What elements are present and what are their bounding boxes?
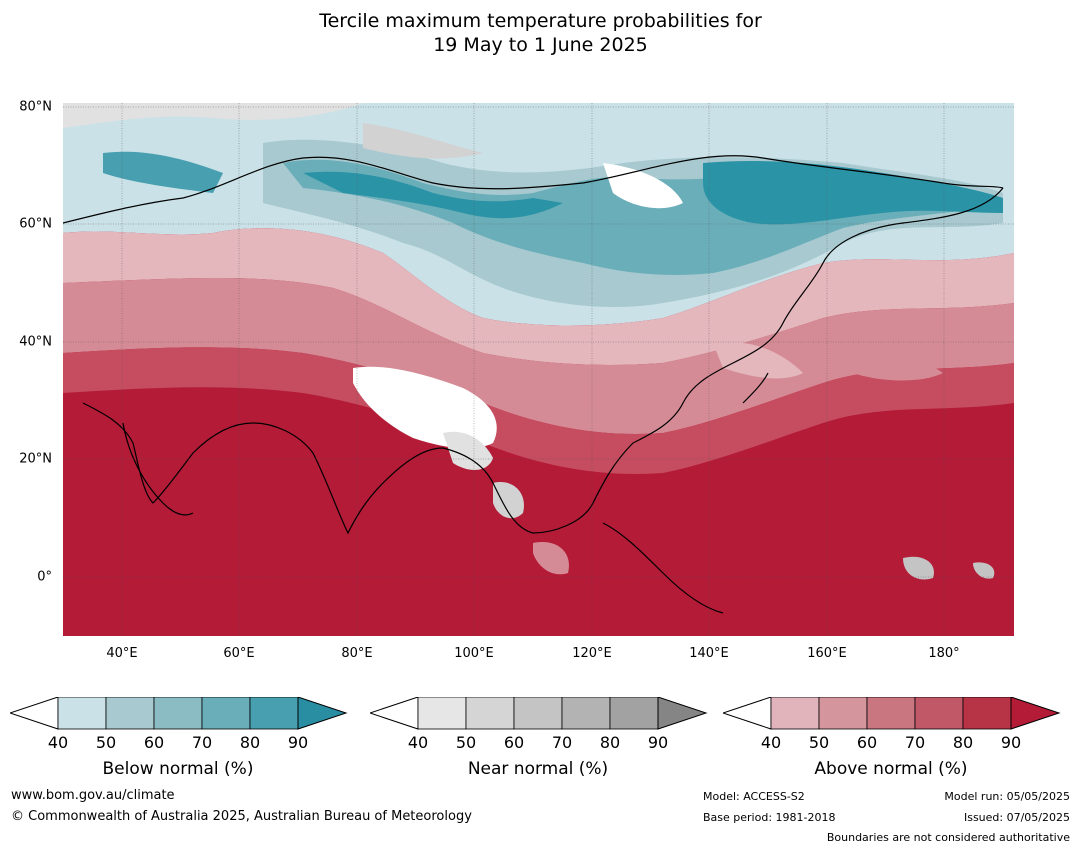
website-link[interactable]: www.bom.gov.au/climate	[11, 788, 175, 803]
probability-map	[63, 103, 1014, 636]
issued-text: Issued: 07/05/2025	[963, 811, 1070, 824]
map-title: Tercile maximum temperature probabilitie…	[0, 9, 1081, 57]
above-normal-low-arrow	[723, 697, 772, 730]
above-colorbar-tick: 50	[808, 733, 830, 752]
above-normal-colorbar	[723, 697, 1061, 730]
title-line-1: Tercile maximum temperature probabilitie…	[319, 10, 762, 32]
above-colorbar-cell	[770, 697, 820, 730]
lon-label-40e: 40°E	[106, 646, 138, 661]
below-colorbar-tick: 50	[95, 733, 117, 752]
near-colorbar-tick: 40	[407, 733, 429, 752]
below-colorbar-tick: 80	[239, 733, 261, 752]
below-colorbar-tick: 60	[143, 733, 165, 752]
above-colorbar-cell	[914, 697, 964, 730]
near-colorbar-cell	[513, 697, 563, 730]
below-normal-high-arrow	[297, 697, 348, 730]
near-colorbar-cell	[417, 697, 467, 730]
lon-label-80e: 80°E	[341, 646, 373, 661]
near-colorbar-tick: 50	[455, 733, 477, 752]
near-normal-colorbar	[370, 697, 708, 730]
above-colorbar-cell	[866, 697, 916, 730]
below-colorbar-cell	[153, 697, 203, 730]
above-colorbar-tick: 80	[952, 733, 974, 752]
above-colorbar-tick: 70	[904, 733, 926, 752]
near-colorbar-tick: 80	[599, 733, 621, 752]
lon-label-100e: 100°E	[454, 646, 494, 661]
near-colorbar-tick: 90	[647, 733, 669, 752]
near-normal-low-arrow	[370, 697, 419, 730]
above-normal-high-arrow	[1010, 697, 1061, 730]
below-colorbar-tick: 70	[191, 733, 213, 752]
disclaimer-text: Boundaries are not considered authoritat…	[826, 831, 1070, 844]
below-colorbar-cell	[201, 697, 251, 730]
lon-label-140e: 140°E	[689, 646, 729, 661]
lat-label-40n: 40°N	[19, 334, 52, 350]
above-colorbar-tick: 40	[760, 733, 782, 752]
lat-label-60n: 60°N	[19, 216, 52, 232]
above-normal-title: Above normal (%)	[814, 759, 968, 779]
lon-label-180: 180°	[928, 646, 960, 661]
below-normal-colorbar	[10, 697, 348, 730]
lon-label-160e: 160°E	[807, 646, 847, 661]
above-colorbar-cell	[962, 697, 1012, 730]
lat-label-20n: 20°N	[19, 451, 52, 467]
below-normal-title: Below normal (%)	[102, 759, 254, 779]
near-colorbar-cell	[561, 697, 611, 730]
above-colorbar-cell	[818, 697, 868, 730]
below-normal-low-arrow	[10, 697, 59, 730]
below-colorbar-cell	[105, 697, 155, 730]
below-colorbar-cell	[57, 697, 107, 730]
model-text: Model: ACCESS-S2	[703, 790, 805, 803]
near-colorbar-tick: 60	[503, 733, 525, 752]
near-colorbar-cell	[609, 697, 659, 730]
below-colorbar-tick: 90	[287, 733, 309, 752]
model-run-text: Model run: 05/05/2025	[944, 790, 1070, 803]
lon-label-120e: 120°E	[572, 646, 612, 661]
lon-label-60e: 60°E	[223, 646, 255, 661]
lat-label-0: 0°	[37, 569, 52, 585]
near-colorbar-tick: 70	[551, 733, 573, 752]
copyright-text: © Commonwealth of Australia 2025, Austra…	[11, 809, 472, 824]
lat-label-80n: 80°N	[19, 99, 52, 115]
above-colorbar-tick: 90	[1000, 733, 1022, 752]
map-canvas	[63, 103, 1014, 636]
base-period-text: Base period: 1981-2018	[703, 811, 836, 824]
near-colorbar-cell	[465, 697, 515, 730]
title-line-2: 19 May to 1 June 2025	[433, 34, 648, 56]
below-colorbar-tick: 40	[47, 733, 69, 752]
near-normal-title: Near normal (%)	[467, 759, 609, 779]
near-normal-high-arrow	[657, 697, 708, 730]
below-colorbar-cell	[249, 697, 299, 730]
above-colorbar-tick: 60	[856, 733, 878, 752]
